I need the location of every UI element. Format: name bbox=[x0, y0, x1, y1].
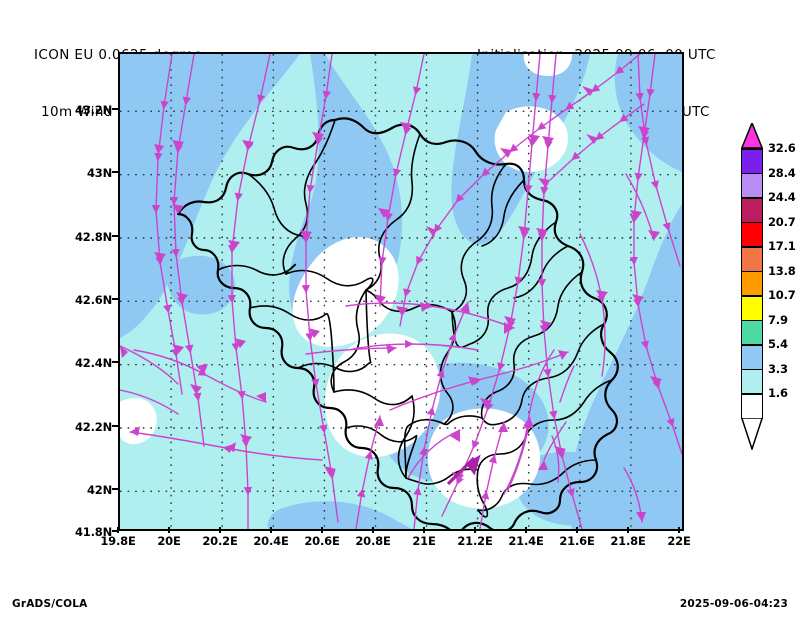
y-tick-label: 43.2N bbox=[75, 103, 112, 117]
producer-credit: GrADS/COLA bbox=[12, 598, 88, 610]
colorbar-label: 28.4 bbox=[768, 165, 796, 180]
colorbar-arrow-bottom bbox=[741, 418, 763, 450]
x-tick-mark bbox=[576, 527, 578, 533]
colorbar-tick bbox=[741, 393, 763, 395]
colorbar-tick bbox=[741, 295, 763, 297]
y-tick-label: 42.8N bbox=[75, 230, 112, 244]
y-tick-mark bbox=[112, 108, 118, 110]
colorbar-band-5p4-7p9 bbox=[741, 319, 763, 344]
x-tick-label: 22E bbox=[667, 534, 691, 548]
map-plot-area[interactable] bbox=[118, 52, 684, 531]
y-tick-label: 42.2N bbox=[75, 420, 112, 434]
colorbar-label: 13.8 bbox=[768, 263, 796, 278]
wind-streamlines bbox=[120, 54, 682, 529]
y-tick-label: 41.8N bbox=[75, 525, 112, 539]
colorbar-band-13p8-17p1 bbox=[741, 246, 763, 271]
colorbar-label: 24.4 bbox=[768, 190, 796, 204]
colorbar[interactable]: 32.6 28.4 24.4 20.7 17.1 13.8 10.7 7.9 5… bbox=[741, 123, 796, 450]
x-tick-mark bbox=[372, 527, 374, 533]
x-tick-label: 21.8E bbox=[610, 534, 646, 548]
x-tick-mark bbox=[321, 527, 323, 533]
wind-vector-highlight bbox=[446, 454, 481, 486]
render-timestamp: 2025-09-06-04:23 bbox=[679, 598, 788, 610]
x-tick-label: 19.8E bbox=[100, 534, 136, 548]
x-tick-label: 21.6E bbox=[559, 534, 595, 548]
x-tick-mark bbox=[474, 527, 476, 533]
x-tick-label: 21.4E bbox=[508, 534, 544, 548]
colorbar-tick bbox=[741, 246, 763, 248]
y-tick-mark bbox=[112, 425, 118, 427]
colorbar-label: 17.1 bbox=[768, 239, 796, 253]
x-tick-mark bbox=[168, 527, 170, 533]
colorbar-label: 10.7 bbox=[768, 288, 796, 302]
x-tick-label: 20.6E bbox=[304, 534, 340, 548]
streamline-arrowheads bbox=[120, 86, 662, 522]
x-tick-label: 20E bbox=[157, 534, 181, 548]
colorbar-band-24p4-28p4 bbox=[741, 172, 763, 197]
x-tick-label: 20.8E bbox=[355, 534, 391, 548]
y-tick-label: 43N bbox=[86, 166, 112, 180]
x-tick-mark bbox=[270, 527, 272, 533]
x-tick-label: 20.2E bbox=[202, 534, 238, 548]
colorbar-label: 5.4 bbox=[768, 337, 788, 351]
colorbar-tick bbox=[741, 197, 763, 199]
colorbar-band-20p7-24p4 bbox=[741, 197, 763, 222]
x-tick-label: 21E bbox=[412, 534, 436, 548]
colorbar-tick bbox=[741, 148, 763, 150]
y-tick-mark bbox=[112, 361, 118, 363]
colorbar-band-28p4-32p6 bbox=[741, 148, 763, 173]
colorbar-band-17p1-20p7 bbox=[741, 221, 763, 246]
y-tick-label: 42.6N bbox=[75, 293, 112, 307]
colorbar-tick bbox=[741, 344, 763, 346]
colorbar-band-3p3-5p4 bbox=[741, 344, 763, 369]
x-tick-mark bbox=[678, 527, 680, 533]
colorbar-tick bbox=[741, 368, 763, 370]
colorbar-tick bbox=[741, 221, 763, 223]
x-tick-mark bbox=[219, 527, 221, 533]
x-tick-mark bbox=[627, 527, 629, 533]
colorbar-tick bbox=[741, 319, 763, 321]
x-tick-label: 21.2E bbox=[457, 534, 493, 548]
colorbar-band-1p6-3p3 bbox=[741, 368, 763, 393]
colorbar-tick bbox=[741, 270, 763, 272]
y-tick-mark bbox=[112, 530, 118, 532]
x-tick-label: 20.4E bbox=[253, 534, 289, 548]
y-tick-label: 42N bbox=[86, 483, 112, 497]
x-tick-mark bbox=[423, 527, 425, 533]
colorbar-band-10p7-13p8 bbox=[741, 270, 763, 295]
colorbar-band-below-1p6 bbox=[741, 393, 763, 418]
colorbar-label: 32.6 bbox=[768, 141, 796, 155]
colorbar-label: 1.6 bbox=[768, 386, 788, 400]
colorbar-label: 20.7 bbox=[768, 214, 796, 229]
y-tick-label: 42.4N bbox=[75, 356, 112, 370]
colorbar-label: 7.9 bbox=[768, 312, 788, 327]
y-tick-mark bbox=[112, 298, 118, 300]
colorbar-arrow-top bbox=[741, 123, 763, 149]
x-tick-mark bbox=[117, 527, 119, 533]
colorbar-label: 3.3 bbox=[768, 361, 788, 376]
y-tick-mark bbox=[112, 235, 118, 237]
x-tick-mark bbox=[525, 527, 527, 533]
y-tick-mark bbox=[112, 171, 118, 173]
y-tick-mark bbox=[112, 488, 118, 490]
colorbar-band-7p9-10p7 bbox=[741, 295, 763, 320]
colorbar-tick bbox=[741, 172, 763, 174]
